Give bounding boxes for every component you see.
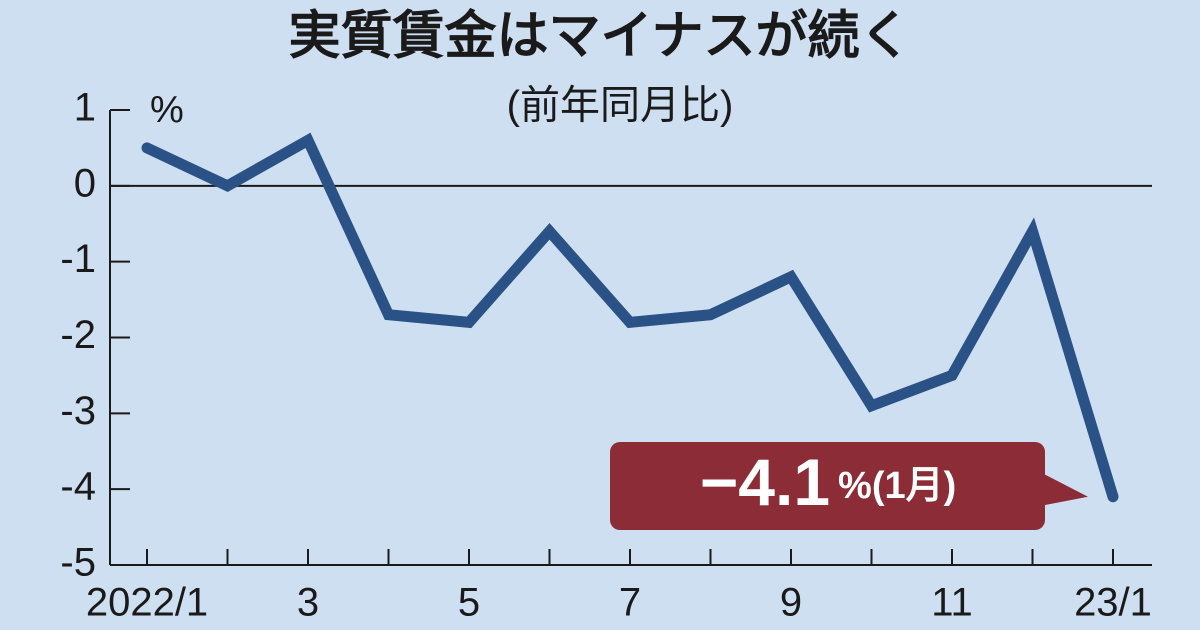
annotation-suffix: %(1月): [838, 465, 956, 507]
y-tick-label: -4: [60, 465, 96, 509]
annotation: −4.1 %(1月): [610, 442, 1088, 530]
y-tick-label: -5: [60, 541, 96, 585]
y-unit: %: [150, 89, 184, 131]
x-tick-label: 11: [931, 581, 973, 625]
chart-subtitle: (前年同月比): [507, 84, 734, 128]
y-tick-label: -2: [60, 313, 96, 357]
x-tick-label: 5: [458, 581, 480, 625]
annotation-text: −4.1 %(1月): [700, 445, 957, 519]
annotation-pointer: [1040, 472, 1088, 506]
x-tick-label: 9: [780, 581, 802, 625]
y-tick-label: 1: [74, 86, 96, 130]
y-tick-label: -3: [60, 389, 96, 433]
x-tick-label: 23/1: [1074, 581, 1152, 625]
x-tick-label: 7: [619, 581, 641, 625]
y-tick-label: -1: [60, 237, 96, 281]
annotation-box: [610, 442, 1045, 530]
chart-title: 実質賃金はマイナスが続く: [289, 8, 912, 66]
annotation-main: −4.1: [700, 445, 830, 519]
data-line: [141, 132, 1119, 503]
x-tick-label: 2022/1: [86, 581, 208, 625]
y-tick-label: 0: [74, 161, 96, 205]
x-tick-label: 3: [297, 581, 319, 625]
